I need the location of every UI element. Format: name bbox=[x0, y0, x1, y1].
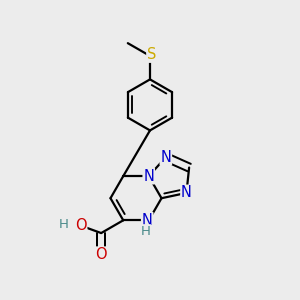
Text: O: O bbox=[95, 247, 107, 262]
Text: H: H bbox=[141, 225, 151, 238]
Text: H: H bbox=[58, 218, 68, 231]
Text: N: N bbox=[181, 185, 192, 200]
Text: N: N bbox=[160, 150, 171, 165]
Text: O: O bbox=[75, 218, 87, 233]
Text: N: N bbox=[143, 169, 154, 184]
Text: S: S bbox=[147, 47, 156, 62]
Text: N: N bbox=[142, 213, 153, 228]
